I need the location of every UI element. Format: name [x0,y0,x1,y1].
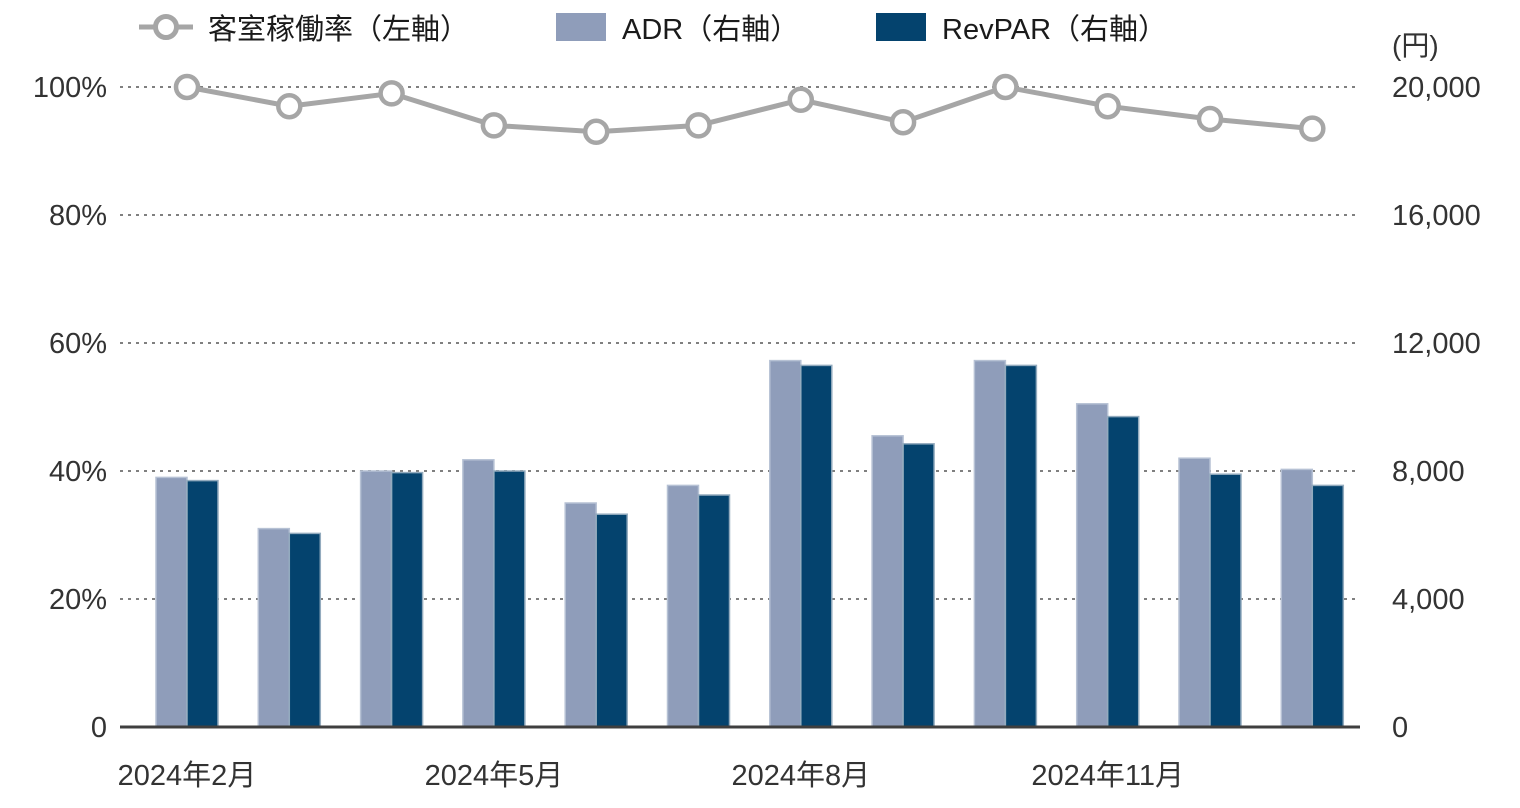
y-left-tick-label: 100% [33,72,107,104]
occupancy-marker [685,112,712,139]
chart-legend: 客室稼働率（左軸） ADR（右軸） RevPAR（右軸） [0,0,1520,52]
occupancy-marker [1094,92,1121,120]
y-right-tick-label: 20,000 [1392,72,1481,104]
legend-item-revpar: RevPAR（右軸） [876,8,1167,46]
revpar-bar [493,470,526,728]
adr-bar [871,435,904,728]
occupancy-marker [787,86,815,114]
y-left-tick-label: 20% [49,584,107,616]
x-tick-label: 2024年2月 [118,759,257,792]
adr-bar [155,476,188,728]
adr-bar [1075,403,1109,728]
y-right-tick-label: 12,000 [1392,328,1481,360]
adr-bar [462,459,495,728]
revpar-bar [288,532,322,728]
occupancy-marker [1196,105,1224,133]
adr-bar [1178,457,1211,728]
x-tick-label: 2024年5月 [425,759,564,792]
legend-label-revpar: RevPAR（右軸） [942,14,1168,46]
revpar-swatch-icon [876,13,926,41]
occupancy-marker [480,112,508,139]
revpar-bar [1311,484,1345,728]
legend-item-occupancy: 客室稼働率（左軸） [138,8,469,46]
adr-bar [359,470,393,728]
revpar-bar [1209,473,1242,728]
y-left-tick-label: 60% [49,328,107,360]
occupancy-line-marker-icon [139,14,193,40]
x-tick-label: 2024年11月 [1031,759,1184,792]
revpar-bar [390,471,424,728]
legend-item-adr: ADR（右軸） [556,8,799,46]
y-right-tick-label: 16,000 [1392,200,1481,232]
adr-swatch-icon [556,13,606,41]
occupancy-marker [582,118,610,146]
occupancy-marker [378,80,405,107]
adr-bar [564,502,597,728]
y-left-tick-label: 40% [49,456,107,488]
revpar-bar [697,494,731,728]
right-axis-unit-label: (円) [1392,30,1439,61]
y-right-tick-label: 0 [1392,712,1408,744]
adr-bar [769,359,802,728]
legend-label-occupancy: 客室稼働率（左軸） [208,14,470,46]
adr-bar [973,359,1007,728]
y-left-tick-label: 80% [49,200,107,232]
x-tick-label: 2024年8月 [731,759,870,792]
occupancy-marker [1299,115,1326,142]
revpar-bar [186,479,219,728]
revpar-bar [800,364,833,728]
occupancy-line [186,84,1313,135]
y-right-tick-label: 4,000 [1392,584,1465,616]
legend-label-adr: ADR（右軸） [622,14,800,46]
revpar-bar [595,513,628,728]
adr-bar [1280,468,1314,728]
adr-bar [257,527,291,728]
revpar-bar [902,443,935,728]
y-left-tick-label: 0 [91,712,107,744]
occupancy-marker [889,108,917,136]
adr-bar [666,484,700,728]
occupancy-marker [173,73,201,101]
y-right-tick-label: 8,000 [1392,456,1465,488]
occupancy-marker [992,73,1019,101]
revpar-bar [1106,415,1140,728]
revpar-bar [1004,364,1038,728]
occupancy-marker [276,92,303,120]
